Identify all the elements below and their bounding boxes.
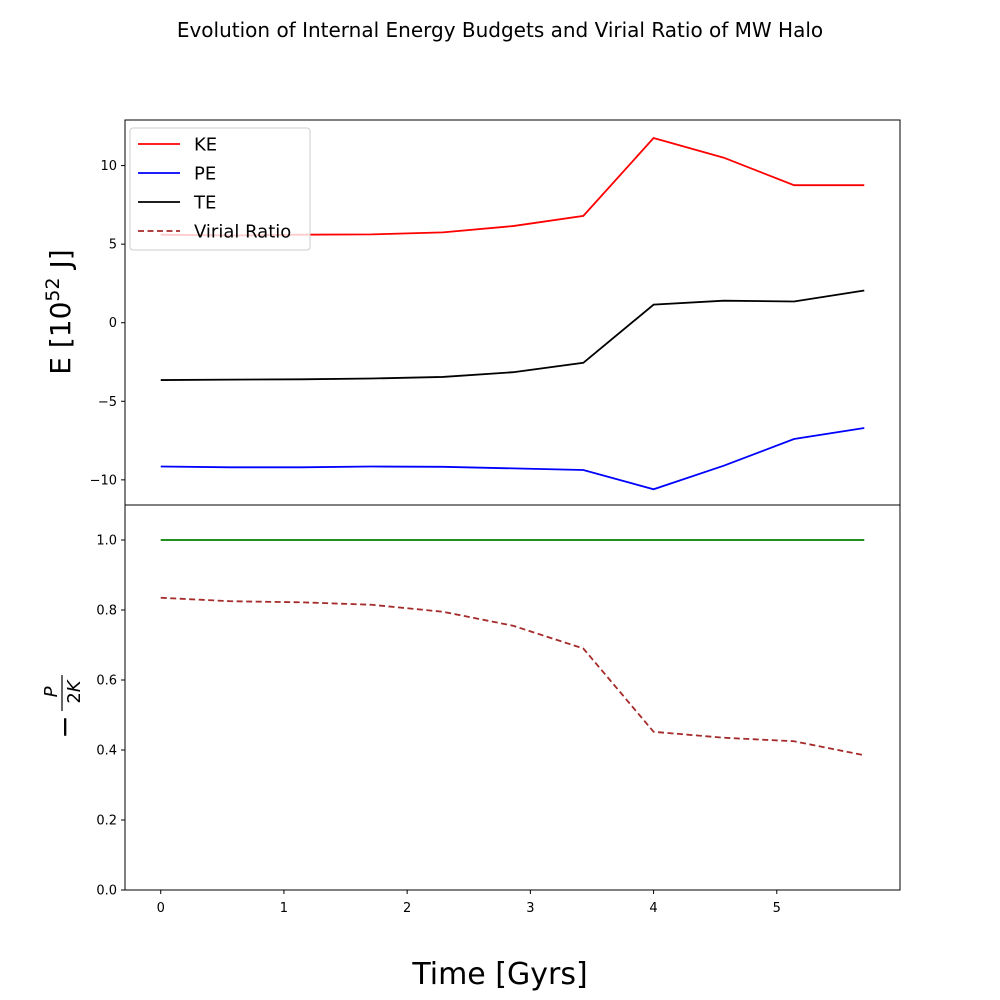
legend-virial-ratio-label: Virial Ratio <box>194 222 291 243</box>
legend-ke-label: KE <box>194 135 217 156</box>
virial-y-label-numerator: P <box>41 686 62 697</box>
virial-panel-frame <box>124 504 901 891</box>
x-axis-label: Time [Gyrs] <box>411 957 587 992</box>
x-tick-label: 3 <box>526 901 534 916</box>
energy-y-axis-ticks: −10 −5 0 5 10 <box>90 159 125 488</box>
x-tick-label: 0 <box>157 901 165 916</box>
x-tick-label: 5 <box>773 901 781 916</box>
energy-y-label-exponent: 52 <box>42 277 64 301</box>
virial-y-axis-label: − P 2K <box>41 675 85 739</box>
virial-series-lines <box>160 539 865 757</box>
virial-y-tick-label: 0.0 <box>96 884 117 899</box>
legend-te-label: TE <box>193 193 216 214</box>
energy-y-label-unit: J] <box>44 249 77 277</box>
legend-box <box>129 127 311 251</box>
virial-y-tick-label: 1.0 <box>96 534 117 549</box>
energy-y-tick-label: 10 <box>100 159 117 174</box>
virial-y-label-minus: − <box>48 715 81 738</box>
virial-panel: 0.0 0.2 0.4 0.6 0.8 1.0 0 1 2 3 4 5 − P 2K <box>41 504 901 916</box>
x-tick-label: 1 <box>280 901 288 916</box>
chart-title: Evolution of Internal Energy Budgets and… <box>177 18 823 42</box>
virial-y-tick-label: 0.4 <box>96 744 117 759</box>
energy-y-tick-label: −10 <box>90 473 117 488</box>
virial-y-tick-label: 0.8 <box>96 604 117 619</box>
x-tick-label: 4 <box>649 901 657 916</box>
energy-y-tick-label: −5 <box>98 395 117 410</box>
energy-y-axis-label: E [1052 J] <box>42 249 77 374</box>
energy-y-tick-label: 0 <box>109 316 117 331</box>
energy-te-line <box>160 289 865 381</box>
energy-pe-line <box>160 427 865 491</box>
energy-y-label-base: E [10 <box>44 302 77 375</box>
virial-virial-ratio-line <box>160 596 865 757</box>
energy-panel: −10 −5 0 5 10 E [1052 J] KE PE TE Virial Ratio <box>42 119 901 506</box>
virial-y-axis-ticks: 0.0 0.2 0.4 0.6 0.8 1.0 <box>96 534 125 899</box>
virial-y-tick-label: 0.2 <box>96 814 117 829</box>
x-tick-label: 2 <box>403 901 411 916</box>
virial-y-label-denominator: 2K <box>64 679 85 703</box>
virial-y-tick-label: 0.6 <box>96 674 117 689</box>
legend: KE PE TE Virial Ratio <box>129 127 311 251</box>
x-axis-ticks: 0 1 2 3 4 5 <box>157 890 781 916</box>
legend-pe-label: PE <box>194 164 216 185</box>
energy-y-tick-label: 5 <box>109 238 117 253</box>
